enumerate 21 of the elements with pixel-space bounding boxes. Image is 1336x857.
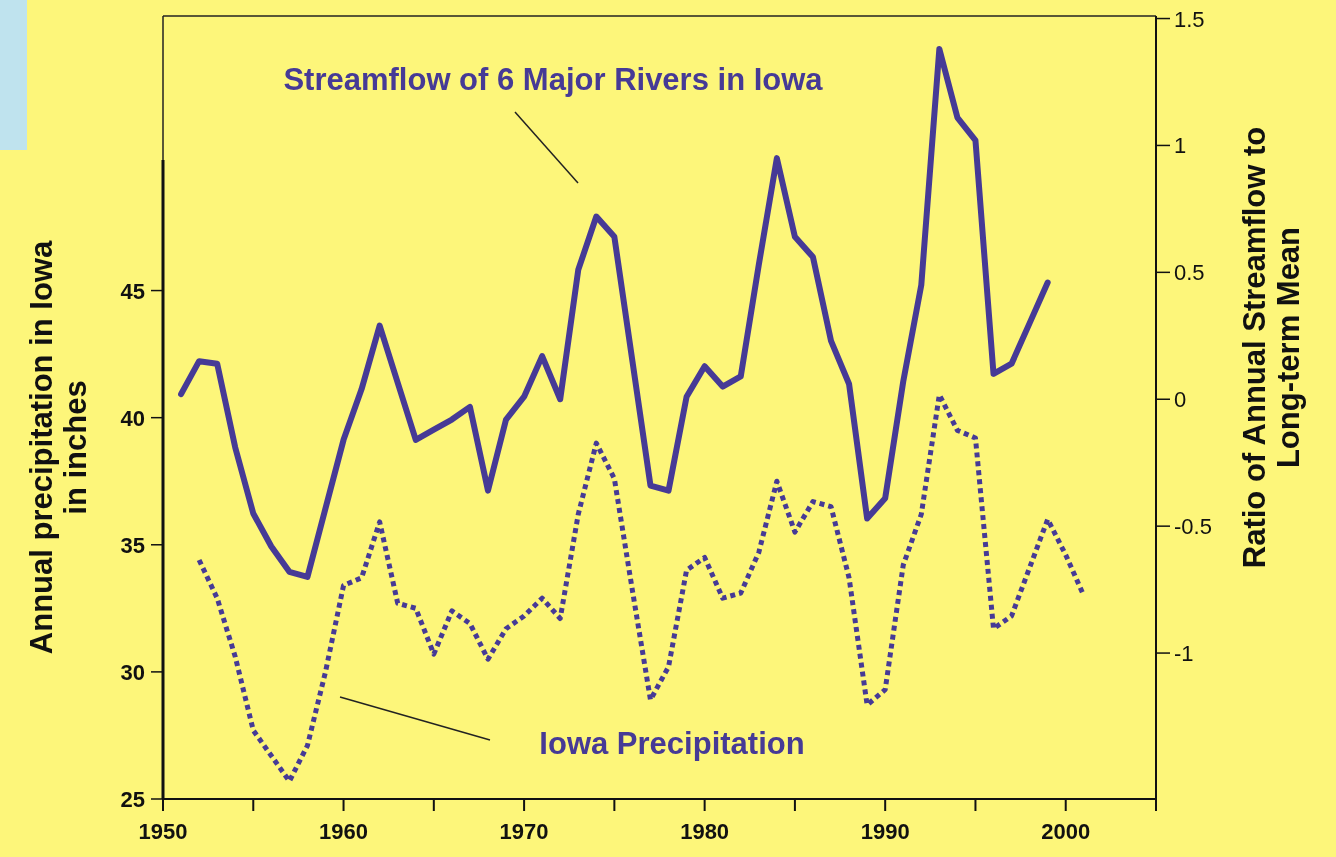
y2-axis-title: Ratio of Annual Streamflow to Long-term Mean xyxy=(1237,126,1306,569)
text: Streamflow of 6 Major Rivers in Iowa xyxy=(283,62,824,97)
y2-tick-label: -1 xyxy=(1174,641,1194,667)
x-tick-label: 1950 xyxy=(138,819,188,844)
y-axis-title: Annual precipitation in Iowa in inches xyxy=(24,240,93,655)
y2-tick-label: 1 xyxy=(1174,133,1187,159)
y-tick-label: 25 xyxy=(120,787,145,812)
y2-tick-label: 0.5 xyxy=(1174,260,1205,286)
series-label: Iowa Precipitation xyxy=(539,726,805,761)
y2-tick-label: 0 xyxy=(1174,387,1187,413)
y-tick-label: 45 xyxy=(120,278,145,304)
y-tick-label: 30 xyxy=(120,659,145,685)
x-tick-label: 1960 xyxy=(319,819,369,844)
y-tick-label: 35 xyxy=(120,532,145,558)
y2-tick-label: 1.5 xyxy=(1174,6,1205,32)
y2-tick-label: -0.5 xyxy=(1174,514,1212,540)
x-tick-label: 1980 xyxy=(680,819,730,844)
x-tick-label: 2000 xyxy=(1041,819,1091,844)
y-tick-label: 40 xyxy=(120,405,145,431)
x-tick-label: 1990 xyxy=(860,819,910,844)
x-tick-label: 1970 xyxy=(499,819,549,844)
